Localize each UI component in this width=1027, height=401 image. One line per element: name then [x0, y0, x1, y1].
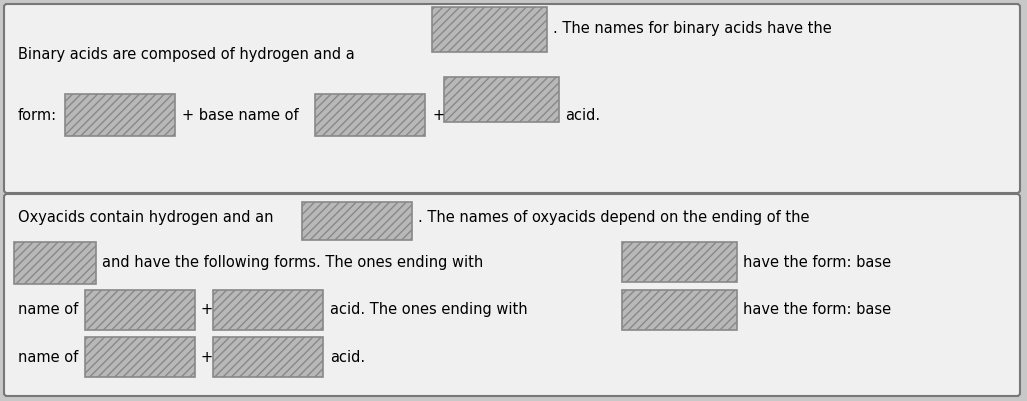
- Bar: [302, 203, 412, 241]
- Bar: [14, 242, 96, 284]
- Bar: [622, 242, 737, 282]
- Text: have the form: base: have the form: base: [743, 302, 891, 317]
- Text: have the form: base: have the form: base: [743, 255, 891, 270]
- Text: . The names for binary acids have the: . The names for binary acids have the: [553, 20, 832, 35]
- Bar: [213, 337, 324, 377]
- Text: form:: form:: [18, 107, 58, 122]
- Text: +: +: [432, 107, 444, 122]
- Bar: [622, 290, 737, 330]
- Text: acid.: acid.: [565, 107, 600, 122]
- Text: acid. The ones ending with: acid. The ones ending with: [330, 302, 528, 317]
- Text: +: +: [200, 350, 213, 365]
- Text: name of: name of: [18, 350, 78, 365]
- Bar: [85, 337, 195, 377]
- Text: Oxyacids contain hydrogen and an: Oxyacids contain hydrogen and an: [18, 210, 273, 225]
- FancyBboxPatch shape: [4, 5, 1020, 194]
- Bar: [85, 290, 195, 330]
- Text: . The names of oxyacids depend on the ending of the: . The names of oxyacids depend on the en…: [418, 210, 809, 225]
- Bar: [432, 8, 547, 53]
- Text: name of: name of: [18, 302, 78, 317]
- Text: and have the following forms. The ones ending with: and have the following forms. The ones e…: [102, 255, 484, 270]
- Bar: [213, 290, 324, 330]
- Text: Binary acids are composed of hydrogen and a: Binary acids are composed of hydrogen an…: [18, 47, 354, 62]
- Bar: [315, 95, 425, 137]
- Text: +: +: [200, 302, 213, 317]
- Text: acid.: acid.: [330, 350, 366, 365]
- Bar: [65, 95, 175, 137]
- Text: + base name of: + base name of: [182, 107, 299, 122]
- FancyBboxPatch shape: [4, 194, 1020, 396]
- Bar: [444, 78, 559, 123]
